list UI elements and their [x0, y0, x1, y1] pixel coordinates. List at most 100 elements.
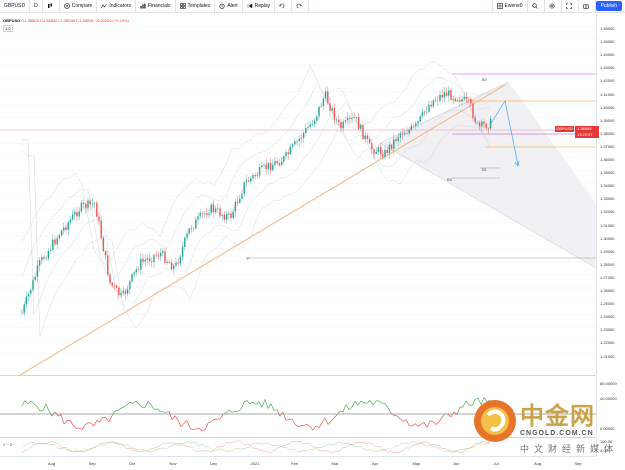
pane-separator-1[interactable]	[0, 375, 596, 376]
legend-collapse-button[interactable]: 1.0	[3, 25, 13, 32]
symbol-search[interactable]: GBPUSD	[0, 0, 31, 12]
candle-body	[250, 178, 252, 182]
oscillator-line-1	[21, 440, 491, 454]
time-axis[interactable]: Aug Sep Oct Nov Dec 2021 Feb Mar Apr May Jun Jul Aug…	[0, 456, 596, 470]
cngold-watermark: 中金网 CNGOLD.COM.CN 中文财经新媒体	[470, 396, 620, 460]
candle-body	[461, 99, 463, 102]
replay-label: Replay	[254, 3, 271, 9]
candle-body	[360, 124, 362, 129]
indicators-button[interactable]: Indicators	[97, 0, 137, 12]
candle-body	[109, 274, 111, 283]
settings-button[interactable]	[545, 0, 562, 12]
compare-button[interactable]: Compare	[60, 0, 98, 12]
candle-body	[159, 253, 162, 257]
templates-label: Templates	[187, 3, 211, 9]
candle-body	[93, 202, 96, 204]
search-button[interactable]	[528, 0, 545, 12]
candle-body	[401, 133, 404, 135]
candle-body	[454, 98, 457, 101]
candle-body	[344, 120, 347, 122]
price-tick: 1.45000	[600, 39, 615, 45]
candle-body	[283, 156, 285, 162]
candle-body	[340, 122, 342, 129]
candle-body	[168, 261, 171, 263]
candle-body	[261, 165, 263, 168]
candle-body	[397, 137, 399, 141]
candle-body	[327, 91, 329, 104]
financials-icon	[140, 3, 146, 9]
candle-body	[287, 152, 289, 155]
candle-body	[245, 180, 248, 183]
candle-body	[379, 147, 382, 155]
candle-body	[203, 213, 206, 215]
candle-body	[199, 213, 201, 217]
candle-body	[118, 287, 120, 296]
candle-body	[47, 250, 50, 259]
candle-body	[467, 98, 470, 100]
candle-body	[206, 213, 208, 216]
candle-body	[113, 285, 116, 287]
candle-body	[377, 147, 380, 152]
price-tick: 1.38000	[600, 130, 615, 136]
publish-button[interactable]: Publish	[595, 1, 622, 11]
candle-body	[393, 139, 395, 149]
undo-button[interactable]	[275, 0, 293, 12]
candle-body	[421, 111, 424, 117]
oscillator-pane[interactable]	[0, 438, 596, 456]
candle-body	[175, 262, 177, 266]
candle-body	[41, 257, 43, 261]
candle-body	[474, 117, 476, 123]
candle-body	[362, 124, 364, 139]
price-tick: 1.25000	[600, 301, 615, 307]
candle-body	[450, 90, 452, 100]
chart-type-button[interactable]	[43, 0, 60, 12]
price-tick: 1.41000	[600, 91, 615, 97]
price-axis[interactable]: 1.46000 1.45000 1.44000 1.43000 1.42000 1.410…	[596, 14, 625, 374]
candle-body	[67, 222, 69, 231]
candle-body	[25, 296, 28, 305]
candle-body	[234, 201, 237, 212]
layout-button[interactable]: Ewene0	[491, 0, 528, 12]
candle-body	[294, 141, 296, 145]
candle-body	[153, 255, 155, 262]
candle-body	[459, 100, 461, 102]
price-tick: 1.23000	[600, 327, 615, 333]
candle-body	[408, 129, 410, 134]
pane-separator-2[interactable]	[0, 437, 596, 438]
watermark-subtitle: 中文财经新媒体	[520, 445, 619, 455]
candle-body	[91, 203, 94, 205]
financials-button[interactable]: Financials	[136, 0, 176, 12]
candle-body	[252, 175, 254, 179]
price-tick: 1.42000	[600, 78, 615, 84]
rsi-pane[interactable]	[0, 376, 596, 436]
price-tick: 1.30000	[600, 235, 615, 241]
price-chart[interactable]: B0 B1 B3 P	[0, 13, 596, 375]
candle-body	[406, 133, 408, 134]
rsi-tick: 40.00000	[600, 396, 617, 401]
candle-body	[280, 161, 283, 166]
oscillator-label: ≡ ~ 2	[3, 442, 13, 447]
templates-button[interactable]: Templates	[176, 0, 216, 12]
candle-body	[63, 227, 65, 231]
candle-body	[43, 257, 45, 259]
snapshot-button[interactable]	[579, 0, 596, 12]
candle-body	[305, 127, 307, 133]
candle-body	[483, 121, 485, 125]
candle-body	[27, 293, 30, 297]
price-tick: 1.27000	[600, 274, 615, 280]
redo-button[interactable]	[292, 0, 310, 12]
candle-body	[85, 203, 87, 209]
replay-button[interactable]: Replay	[243, 0, 276, 12]
time-tick: Aug	[534, 461, 542, 466]
candle-body	[58, 235, 61, 239]
alert-button[interactable]: Alert	[215, 0, 243, 12]
search-icon	[531, 3, 538, 9]
candle-body	[129, 281, 131, 290]
moving-average-line	[21, 77, 491, 281]
candle-body	[52, 239, 54, 250]
fullscreen-button[interactable]	[562, 0, 579, 12]
candle-body	[254, 175, 256, 177]
candle-body	[45, 258, 47, 260]
interval-button[interactable]: D	[30, 0, 43, 12]
price-tag-countdown: 13:22:57	[577, 132, 593, 137]
